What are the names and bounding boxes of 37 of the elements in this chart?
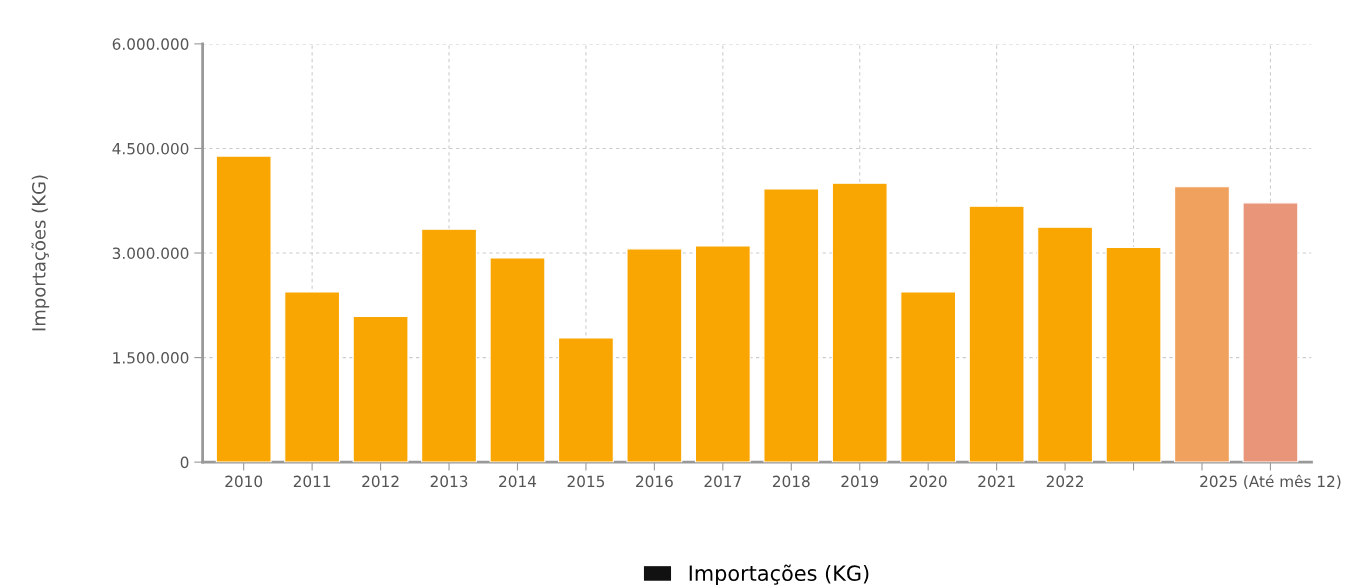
bar <box>626 248 683 463</box>
x-tick-label: 2017 <box>704 475 741 488</box>
y-tick-label: 6.000.000 <box>112 38 189 50</box>
y-tick-label: 0 <box>180 456 189 469</box>
x-tick-label: 2015 <box>567 475 605 488</box>
bar <box>831 182 888 463</box>
y-axis-title: Importações (KG) <box>31 175 50 331</box>
bar <box>1037 226 1094 463</box>
x-tick-label: 2011 <box>293 475 331 488</box>
bar <box>421 228 477 463</box>
x-tick-label: 2021 <box>978 475 1015 488</box>
bar <box>1105 246 1162 463</box>
bar <box>900 291 957 463</box>
y-tick-label: 4.500.000 <box>112 142 189 155</box>
x-tick-label: 2010 <box>225 475 263 488</box>
bar <box>352 315 409 463</box>
x-tick-label: 2014 <box>499 475 537 488</box>
x-tick-label: 2022 <box>1046 475 1083 488</box>
bar <box>763 188 820 463</box>
bar <box>1174 186 1230 463</box>
bar <box>1242 202 1299 463</box>
y-tick-label: 1.500.000 <box>113 352 189 364</box>
text: Importações (KG) <box>689 564 869 585</box>
x-tick-label: 2016 <box>636 475 673 488</box>
y-tick-label: 3.000.000 <box>112 247 189 260</box>
bar <box>215 155 272 463</box>
x-tick-label: 2018 <box>772 475 810 488</box>
x-tick-label: 2013 <box>430 475 468 488</box>
x-tick-label: 2012 <box>362 475 399 488</box>
x-tick-label: 2025 (Até mês 12) <box>1200 474 1341 489</box>
bar <box>694 245 751 463</box>
bar <box>284 291 341 463</box>
x-tick-label: 2020 <box>909 475 947 488</box>
x-tick-label: 2019 <box>841 475 879 488</box>
bar <box>968 205 1025 463</box>
bar <box>489 257 546 463</box>
bar <box>557 337 614 463</box>
